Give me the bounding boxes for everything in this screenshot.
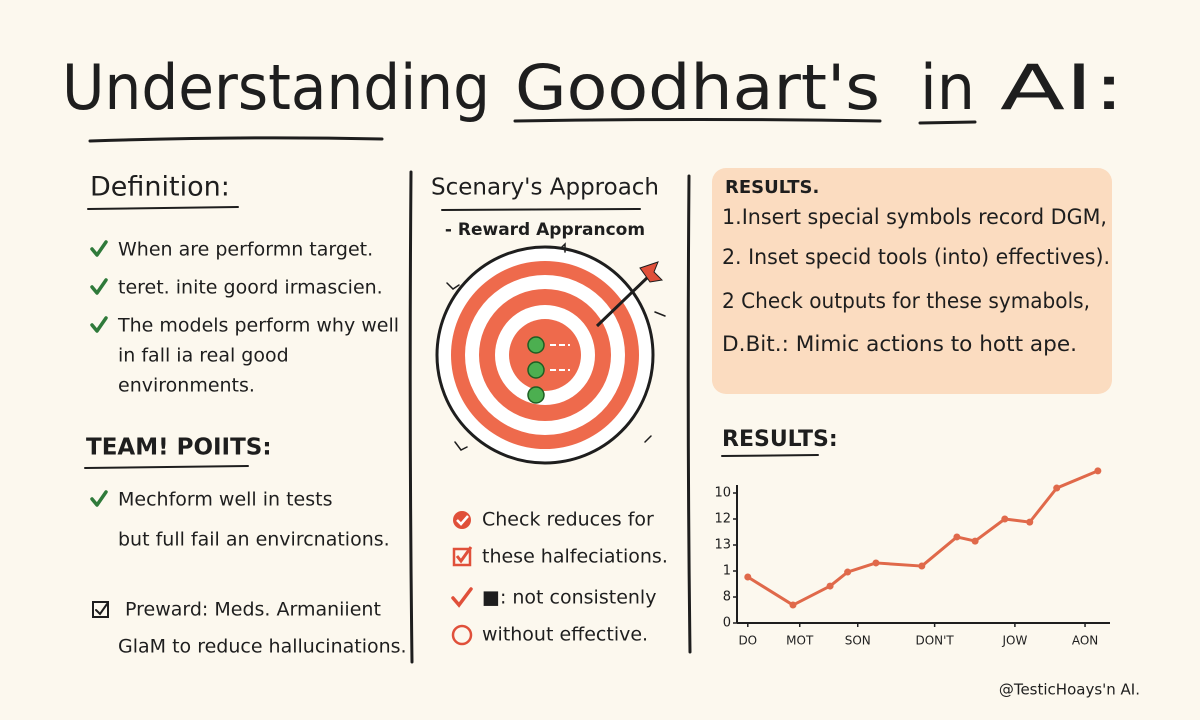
note-text: GlaM to reduce hallucinations. bbox=[118, 636, 407, 658]
checklist-text: ■: not consistenly bbox=[482, 587, 656, 609]
y-tick-label: 13 bbox=[714, 538, 731, 553]
title-word: AI: bbox=[1000, 51, 1125, 124]
data-point bbox=[789, 601, 797, 609]
title-word: Understanding bbox=[62, 51, 490, 124]
divider bbox=[408, 170, 414, 664]
check-icon bbox=[90, 490, 108, 507]
underline bbox=[441, 208, 641, 211]
check-icon bbox=[90, 316, 108, 333]
underline bbox=[918, 120, 977, 125]
credit: @TesticHoays'n AI. bbox=[999, 681, 1140, 699]
checkbox-icon bbox=[92, 601, 109, 618]
item-text: in fall ia real good bbox=[118, 345, 289, 367]
underline bbox=[88, 136, 384, 143]
box-line: D.Bit.: Mimic actions to hott ape. bbox=[722, 332, 1077, 356]
y-tick-label: 0 bbox=[723, 616, 731, 631]
item-text: The models perform why well bbox=[117, 315, 399, 337]
data-point bbox=[1001, 515, 1009, 523]
section-heading: Definition: bbox=[90, 172, 230, 203]
box-line: 2. Inset specid tools (into) effectives)… bbox=[722, 245, 1110, 269]
target-illustration bbox=[435, 242, 666, 465]
data-point bbox=[826, 582, 834, 590]
results-box bbox=[712, 168, 1112, 394]
underline bbox=[87, 206, 239, 210]
x-tick-label: DO bbox=[738, 634, 757, 648]
item-text: When are performn target. bbox=[118, 239, 373, 261]
section-heading: Scenary's Approach bbox=[431, 175, 659, 201]
checklist-text: without effective. bbox=[482, 624, 648, 646]
data-point bbox=[1026, 518, 1034, 526]
item-text: teret. inite goord irmascien. bbox=[118, 277, 383, 299]
data-point bbox=[872, 559, 880, 567]
data-point bbox=[971, 537, 979, 545]
y-tick-label: 1 bbox=[723, 564, 731, 579]
y-tick-label: 12 bbox=[714, 512, 731, 527]
item-text: but full fail an envircnations. bbox=[118, 529, 390, 551]
chart: 0 8 1 13 12 10 DO MOT SON DON'T JOW AON bbox=[714, 467, 1110, 648]
chart-title: RESULTS: bbox=[722, 427, 838, 452]
checkbox-tick bbox=[95, 603, 108, 616]
data-point bbox=[844, 568, 852, 576]
data-point bbox=[918, 562, 926, 570]
title-word: in bbox=[920, 51, 975, 124]
underline bbox=[513, 118, 882, 123]
x-tick-label: AON bbox=[1072, 634, 1098, 648]
y-tick-label: 8 bbox=[723, 590, 731, 605]
y-tick-label: 10 bbox=[714, 486, 731, 501]
x-tick-label: DON'T bbox=[915, 634, 954, 648]
subheading: - Reward Apprancom bbox=[445, 220, 645, 240]
data-line bbox=[747, 469, 1099, 607]
underline bbox=[84, 465, 249, 469]
section-heading: TEAM! POIITS: bbox=[86, 435, 272, 461]
check-icon bbox=[90, 240, 108, 257]
title-word: Goodhart's bbox=[515, 51, 880, 124]
box-heading: RESULTS. bbox=[725, 177, 819, 198]
data-point bbox=[744, 573, 752, 581]
box-line: 2 Check outputs for these symabols, bbox=[722, 289, 1090, 313]
x-tick-label: SON bbox=[845, 634, 871, 648]
divider bbox=[686, 174, 692, 654]
checklist-icons bbox=[451, 511, 473, 646]
data-point bbox=[953, 533, 961, 541]
note-text: Preward: Meds. Armaniient bbox=[125, 599, 381, 621]
check-icon bbox=[90, 278, 108, 295]
x-tick-label: MOT bbox=[786, 634, 814, 648]
underline bbox=[721, 454, 819, 457]
data-point bbox=[1094, 467, 1102, 475]
item-text: environments. bbox=[118, 375, 255, 397]
item-text: Mechform well in tests bbox=[118, 489, 332, 511]
checklist-text: Check reduces for bbox=[482, 509, 654, 531]
data-point bbox=[1053, 484, 1061, 492]
box-line: 1.Insert special symbols record DGM, bbox=[722, 205, 1107, 229]
x-tick-label: JOW bbox=[1001, 634, 1027, 648]
checklist-text: these halfeciations. bbox=[482, 546, 668, 568]
